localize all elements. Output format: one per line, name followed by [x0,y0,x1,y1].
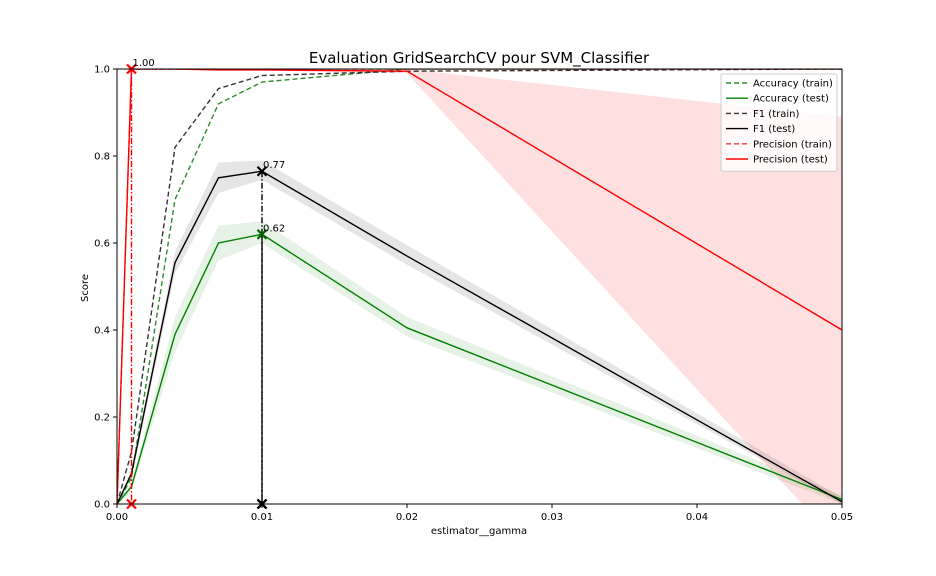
best-accuracy-test-label: 0.62 [263,223,285,234]
legend-label-f1-train: F1 (train) [753,109,799,120]
x-tick-label: 0.05 [831,512,853,523]
confidence-bands [117,69,842,504]
y-tick-label: 0.6 [94,239,110,250]
y-axis-ticks: 0.0 0.2 0.4 0.6 0.8 1.0 [94,65,117,511]
x-tick-label: 0.01 [251,512,273,523]
x-axis-title: estimator__gamma [431,526,527,537]
legend-label-precision-test: Precision (test) [753,155,828,166]
legend-box [720,73,838,172]
best-f1-test-label: 0.77 [263,160,285,171]
band-precision-test [117,69,842,504]
y-tick-label: 0.4 [94,326,110,337]
legend-label-precision-train: Precision (train) [753,139,832,150]
x-axis-ticks: 0.00 0.01 0.02 0.03 0.04 0.05 [106,504,853,523]
chart-title: Evaluation GridSearchCV pour SVM_Classif… [309,49,650,68]
y-tick-label: 0.2 [94,413,110,424]
y-tick-label: 0.0 [94,500,110,511]
x-tick-label: 0.02 [396,512,418,523]
legend-label-accuracy-train: Accuracy (train) [753,79,833,90]
plot-frame [116,68,843,505]
band-accuracy-test [117,221,842,504]
x-tick-label: 0.00 [106,512,128,523]
y-tick-label: 1.0 [94,65,110,76]
best-markers: 1.00 0.77 0.62 [126,58,285,510]
line-precision-test [117,69,842,504]
x-tick-label: 0.04 [686,512,708,523]
line-accuracy-train [117,69,842,504]
x-tick-label: 0.03 [541,512,563,523]
legend: Accuracy (train) Accuracy (test) F1 (train… [720,73,838,172]
legend-label-accuracy-test: Accuracy (test) [753,94,829,105]
y-axis-title: Score [80,274,91,302]
best-precision-test-label: 1.00 [133,58,155,69]
best-accuracy-test-marker [256,229,268,240]
best-f1-test-marker [256,165,268,177]
y-tick-label: 0.8 [94,152,110,163]
legend-label-f1-test: F1 (test) [753,124,795,135]
